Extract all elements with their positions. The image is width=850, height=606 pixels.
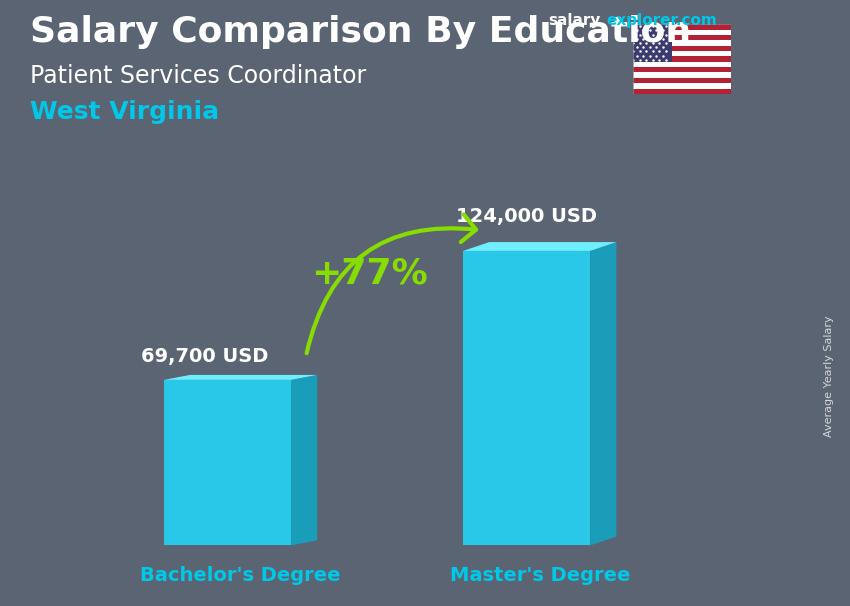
Bar: [633, 62, 731, 67]
Text: Average Yearly Salary: Average Yearly Salary: [824, 315, 834, 436]
Bar: [633, 41, 731, 45]
Polygon shape: [590, 242, 616, 545]
Bar: [633, 73, 731, 78]
Bar: [633, 45, 731, 51]
Bar: [633, 51, 731, 56]
Bar: [633, 83, 731, 88]
Text: +77%: +77%: [311, 256, 428, 290]
Text: 124,000 USD: 124,000 USD: [456, 207, 598, 226]
Text: salary: salary: [548, 13, 601, 28]
Bar: [633, 56, 731, 62]
Bar: [633, 35, 731, 41]
Text: Patient Services Coordinator: Patient Services Coordinator: [30, 64, 366, 88]
Polygon shape: [463, 251, 590, 545]
Text: Salary Comparison By Education: Salary Comparison By Education: [30, 15, 691, 49]
Text: explorer.com: explorer.com: [606, 13, 717, 28]
Bar: [633, 67, 731, 73]
Bar: [633, 24, 672, 62]
Text: Master's Degree: Master's Degree: [450, 567, 630, 585]
Text: 69,700 USD: 69,700 USD: [141, 347, 269, 366]
Polygon shape: [164, 380, 291, 545]
Bar: [633, 24, 731, 30]
FancyArrowPatch shape: [307, 215, 476, 353]
Bar: [633, 78, 731, 83]
Polygon shape: [164, 375, 317, 380]
Text: West Virginia: West Virginia: [30, 100, 218, 124]
Text: Bachelor's Degree: Bachelor's Degree: [140, 567, 341, 585]
Bar: [633, 30, 731, 35]
Bar: [633, 88, 731, 94]
Polygon shape: [291, 375, 317, 545]
Polygon shape: [463, 242, 616, 251]
